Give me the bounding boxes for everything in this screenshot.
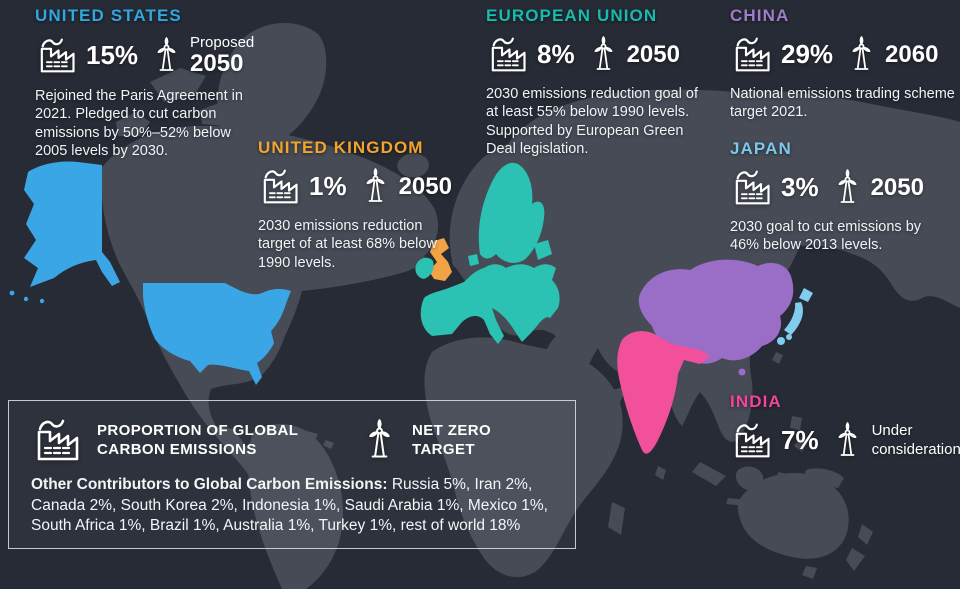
factory-icon: [31, 419, 81, 461]
legend-panel: PROPORTION OF GLOBAL CARBON EMISSIONS NE…: [8, 400, 576, 549]
country-title: UNITED KINGDOM: [258, 138, 424, 157]
other-contributors-list: Russia 5%, Iran 2%, Canada 2%, South Kor…: [31, 476, 548, 535]
map-region-madagascar: [608, 502, 625, 535]
net-zero-status: Under consideration: [871, 421, 960, 458]
map-region-africa: [424, 337, 623, 578]
target-note: Proposed: [190, 34, 255, 51]
map-region-baltics-eu: [534, 240, 552, 260]
map-region-eu-mainland: [420, 264, 560, 344]
factory-icon: [730, 423, 772, 458]
net-zero-year: 2050: [626, 40, 680, 68]
map-region-china: [638, 259, 794, 364]
country-stats: 3% 2050: [730, 168, 948, 207]
country-stats: 8% 2050: [486, 35, 702, 74]
map-region-scandinavia-eu: [478, 162, 545, 263]
map-region-hainan: [738, 368, 746, 376]
factory-icon: [730, 170, 772, 205]
map-region-aleutians: [23, 296, 29, 302]
map-region-tasmania: [802, 566, 817, 579]
map-region-taiwan: [772, 352, 783, 364]
country-description: 2030 emissions reduction goal of at leas…: [486, 86, 698, 158]
country-block-japan: JAPAN 3% 2050 2030 goal to cut emissions…: [730, 139, 948, 255]
map-region-denmark-eu: [468, 254, 479, 266]
country-title: CHINA: [730, 6, 790, 25]
map-region-india: [617, 331, 710, 454]
map-region-united-kingdom: [429, 238, 452, 281]
net-zero-year: 2050: [870, 173, 924, 201]
map-region-arctic-islands: [116, 68, 238, 136]
country-block-china: CHINA 29% 2060 National emissions tradin…: [730, 6, 956, 122]
emissions-share: 7%: [781, 425, 819, 455]
country-title: INDIA: [730, 392, 782, 411]
other-contributors-heading: Other Contributors to Global Carbon Emis…: [31, 476, 388, 493]
map-region-ireland: [415, 257, 434, 279]
wind-turbine-icon: [152, 36, 181, 75]
country-title: EUROPEAN UNION: [486, 6, 658, 25]
wind-turbine-icon: [833, 168, 862, 207]
map-region-south-america: [248, 423, 344, 589]
map-region-aleutians: [9, 290, 15, 296]
factory-icon: [730, 37, 772, 72]
legend-emissions-label: PROPORTION OF GLOBAL CARBON EMISSIONS: [97, 421, 299, 459]
other-contributors-text: Other Contributors to Global Carbon Emis…: [31, 475, 553, 537]
factory-icon: [486, 37, 528, 72]
wind-turbine-icon: [833, 421, 862, 460]
highlighted-countries: [9, 161, 813, 454]
country-stats: 15% Proposed 2050: [35, 35, 254, 76]
emissions-share: 1%: [309, 171, 347, 201]
wind-turbine-icon: [363, 418, 396, 462]
map-region-africa-horn: [596, 386, 628, 414]
country-description: 2030 emissions reduction target of at le…: [258, 218, 437, 271]
factory-icon: [35, 38, 77, 73]
map-region-sri-lanka: [655, 466, 666, 480]
emissions-share: 15%: [86, 39, 139, 70]
country-title: UNITED STATES: [35, 6, 182, 25]
map-region-united-states: [143, 283, 291, 385]
country-description: 2030 goal to cut emissions by 46% below …: [730, 219, 922, 254]
country-stats: 29% 2060: [730, 35, 956, 74]
country-description: National emissions trading scheme target…: [730, 86, 955, 121]
map-region-greenland: [217, 22, 327, 152]
map-region-aleutians: [39, 298, 45, 304]
map-region-iceland: [397, 153, 429, 178]
map-region-new-zealand: [846, 524, 873, 571]
emissions-share: 29%: [781, 39, 834, 69]
wind-turbine-icon: [589, 35, 618, 74]
legend-icons-row: PROPORTION OF GLOBAL CARBON EMISSIONS NE…: [31, 418, 575, 462]
country-stats: 1% 2050: [258, 167, 452, 206]
country-block-united-kingdom: UNITED KINGDOM 1% 2050 2030 emissions re…: [258, 138, 452, 272]
net-zero-year: 2050: [398, 172, 452, 200]
wind-turbine-icon: [361, 167, 390, 206]
map-region-alaska: [24, 161, 120, 287]
country-block-united-states: UNITED STATES 15% Proposed 2050 Rejoined…: [35, 6, 254, 161]
wind-turbine-icon: [847, 35, 876, 74]
map-region-australia: [737, 472, 849, 559]
country-stats: 7% Under consideration: [730, 421, 960, 460]
factory-icon: [258, 169, 300, 204]
map-region-novaya-zemlya: [645, 144, 677, 210]
country-block-india: INDIA 7% Under consideration: [730, 392, 960, 471]
country-title: JAPAN: [730, 139, 792, 158]
legend-net-zero-label: NET ZERO TARGET: [412, 421, 492, 459]
net-zero-year: 2050: [190, 49, 244, 77]
emissions-share: 3%: [781, 172, 819, 202]
net-zero-year: 2060: [885, 40, 939, 68]
country-description: Rejoined the Paris Agreement in 2021. Pl…: [35, 87, 243, 160]
country-block-european-union: EUROPEAN UNION 8% 2050 2030 emissions re…: [486, 6, 702, 159]
emissions-share: 8%: [537, 39, 575, 69]
map-region-japan: [777, 288, 813, 345]
